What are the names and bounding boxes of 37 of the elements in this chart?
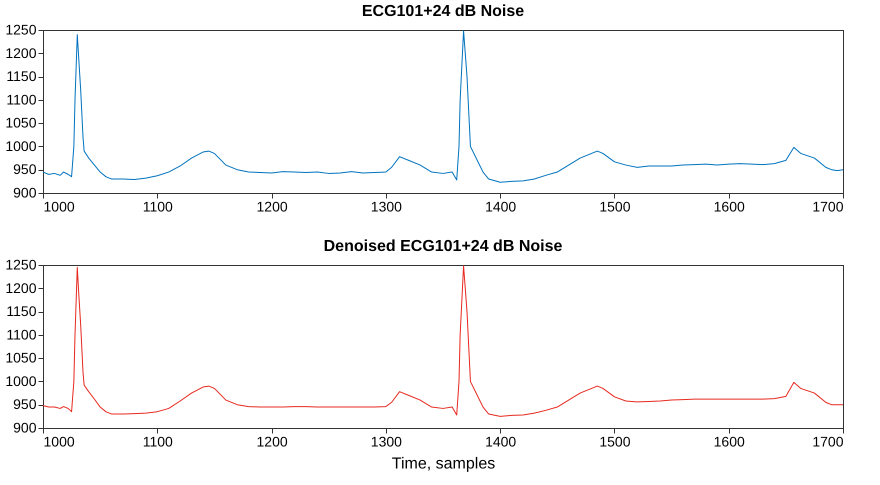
- x-tick-label: 1000: [44, 198, 75, 214]
- x-tick-label: 1700: [812, 434, 844, 450]
- y-tick-label: 1200: [5, 280, 37, 296]
- y-tick-label: 1250: [5, 256, 37, 272]
- chart-title: Denoised ECG101+24 dB Noise: [324, 238, 562, 255]
- x-tick-label: 1200: [256, 198, 288, 214]
- x-tick-label: 1500: [599, 198, 631, 214]
- line-series: [42, 265, 844, 417]
- x-tick-label: 1300: [370, 198, 402, 214]
- x-axis-title: Time, samples: [392, 456, 496, 472]
- x-tick-label: 1100: [142, 198, 174, 214]
- line-series: [42, 30, 844, 183]
- y-tick-label: 950: [13, 396, 37, 412]
- y-tick-label: 950: [13, 161, 37, 178]
- y-tick-label: 900: [13, 184, 37, 200]
- x-tick-label: 1300: [370, 434, 402, 450]
- x-tick-label: 1100: [142, 434, 174, 450]
- y-tick-label: 1100: [6, 91, 37, 108]
- y-tick-label: 1200: [5, 44, 37, 61]
- chart-title: ECG101+24 dB Noise: [362, 3, 524, 20]
- y-tick-label: 900: [13, 420, 37, 436]
- x-tick-label: 1600: [714, 198, 745, 214]
- y-tick-label: 1250: [5, 22, 37, 38]
- x-tick-label: 1500: [599, 434, 631, 450]
- y-tick-label: 1050: [5, 114, 37, 131]
- x-tick-label: 1200: [256, 434, 288, 450]
- x-tick-label: 1400: [485, 198, 516, 214]
- y-tick-label: 1000: [5, 138, 37, 154]
- y-tick-label: 1100: [6, 326, 37, 342]
- y-tick-label: 1050: [5, 350, 37, 366]
- x-tick-label: 1400: [485, 434, 516, 450]
- y-tick-label: 1150: [6, 303, 37, 320]
- y-tick-label: 1000: [5, 372, 37, 389]
- y-tick-label: 1150: [6, 68, 37, 84]
- x-tick-label: 1600: [714, 434, 745, 450]
- x-tick-label: 1700: [812, 198, 844, 214]
- x-tick-label: 1000: [44, 434, 75, 450]
